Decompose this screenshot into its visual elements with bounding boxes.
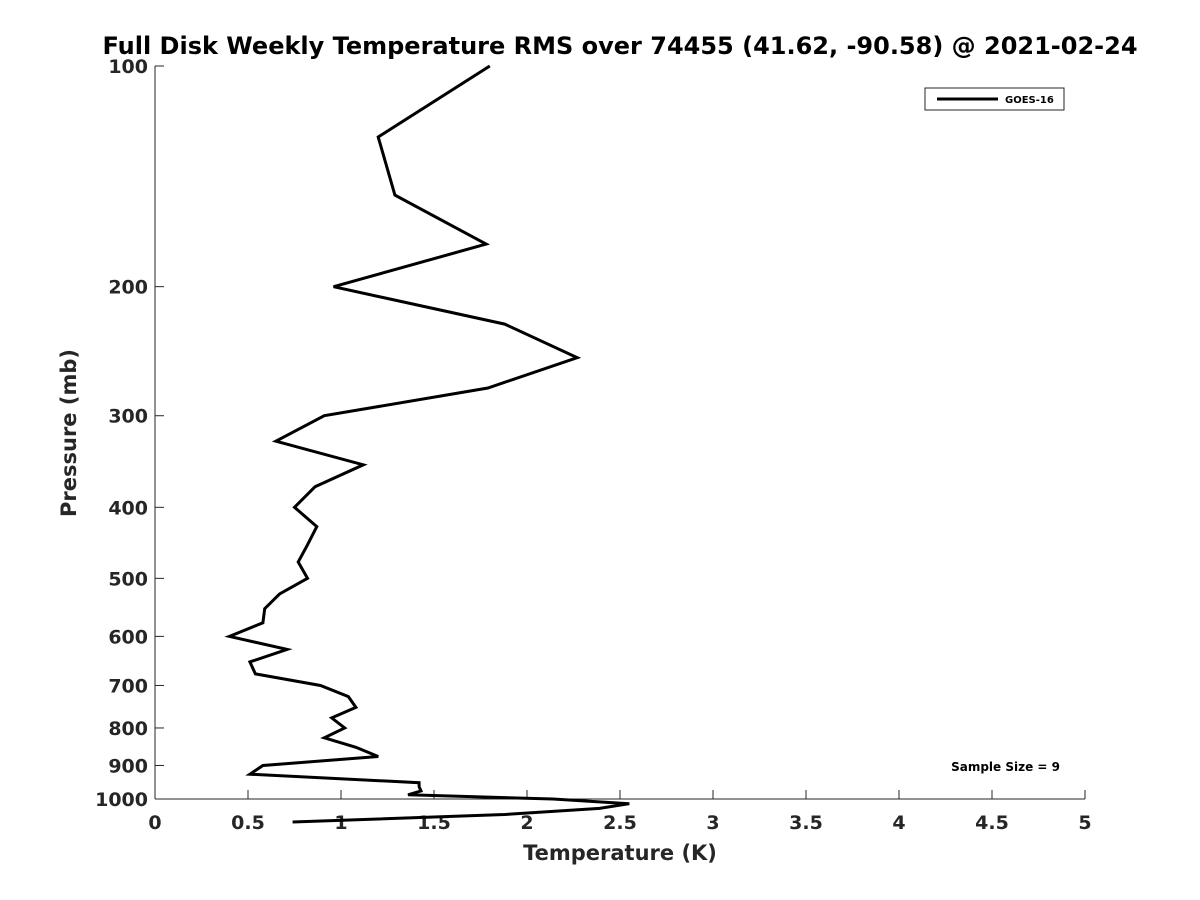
y-tick-label: 800	[108, 718, 148, 740]
x-axis-label: Temperature (K)	[523, 841, 717, 865]
y-axis-label: Pressure (mb)	[57, 349, 81, 517]
x-tick-label: 1	[334, 812, 347, 834]
x-tick-label: 4.5	[975, 812, 1009, 834]
x-axis-ticks: 0 0.5 1 1.5 2 2.5 3 3.5 4 4.5 5	[148, 790, 1092, 834]
series-group	[224, 64, 630, 824]
y-tick-label: 700	[108, 675, 148, 697]
x-tick-label: 0	[148, 812, 161, 834]
sample-size-annotation: Sample Size = 9	[951, 760, 1060, 774]
y-tick-label: 100	[108, 56, 148, 78]
x-tick-label: 2.5	[603, 812, 637, 834]
y-axis-ticks: 100 200 300 400 500 600 700 800 900 1000	[95, 56, 164, 811]
x-tick-label: 3.5	[789, 812, 823, 834]
x-tick-label: 3	[706, 812, 719, 834]
series-line-goes-16	[224, 64, 630, 824]
y-tick-label: 400	[108, 497, 148, 519]
x-tick-label: 4	[892, 812, 905, 834]
y-tick-label: 300	[108, 406, 148, 428]
x-tick-label: 5	[1078, 812, 1091, 834]
x-tick-label: 0.5	[231, 812, 265, 834]
chart-title: Full Disk Weekly Temperature RMS over 74…	[102, 32, 1137, 60]
x-tick-label: 2	[520, 812, 533, 834]
y-tick-label: 1000	[95, 789, 148, 811]
y-tick-label: 200	[108, 277, 148, 299]
legend-entry-goes-16: GOES-16	[1005, 95, 1054, 106]
y-tick-label: 900	[108, 755, 148, 777]
legend: GOES-16	[924, 87, 1065, 111]
y-tick-label: 600	[108, 626, 148, 648]
y-tick-label: 500	[108, 568, 148, 590]
